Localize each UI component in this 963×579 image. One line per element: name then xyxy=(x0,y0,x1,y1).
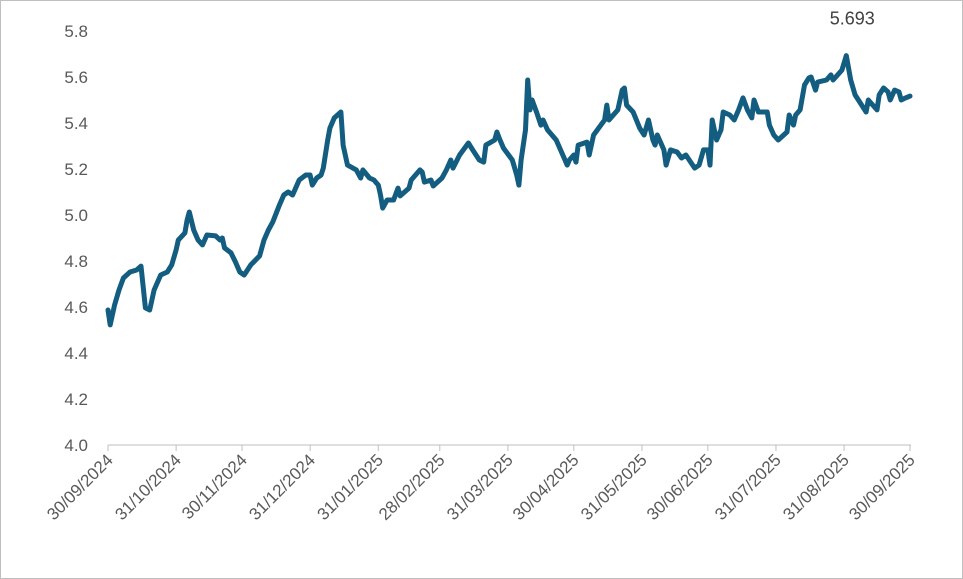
y-tick-label: 5.8 xyxy=(64,22,88,41)
x-tick-label: 30/04/2025 xyxy=(509,450,583,524)
series-line xyxy=(105,53,913,328)
x-tick-label: 31/07/2025 xyxy=(711,450,785,524)
x-tick-label: 30/06/2025 xyxy=(643,450,717,524)
y-tick-label: 4.0 xyxy=(64,436,88,455)
y-tick-label: 4.2 xyxy=(64,390,88,409)
y-tick-label: 5.0 xyxy=(64,206,88,225)
y-tick-label: 5.2 xyxy=(64,160,88,179)
y-tick-label: 4.8 xyxy=(64,252,88,271)
x-tick-label: 30/09/2025 xyxy=(845,450,919,524)
x-tick-label: 30/09/2024 xyxy=(43,450,117,524)
max-value-annotation: 5.693 xyxy=(830,9,875,29)
y-tick-label: 5.6 xyxy=(64,68,88,87)
x-tick-label: 31/10/2024 xyxy=(111,450,185,524)
x-tick-label: 30/11/2024 xyxy=(178,450,251,523)
x-tick-label: 31/08/2025 xyxy=(779,450,853,524)
x-tick-label: 31/12/2024 xyxy=(245,450,319,524)
y-tick-label: 5.4 xyxy=(64,114,88,133)
y-tick-label: 4.4 xyxy=(64,344,88,363)
x-tick-label: 28/02/2025 xyxy=(375,450,449,524)
x-tick-label: 31/05/2025 xyxy=(577,450,651,524)
y-tick-label: 4.6 xyxy=(64,298,88,317)
x-tick-label: 31/03/2025 xyxy=(443,450,517,524)
